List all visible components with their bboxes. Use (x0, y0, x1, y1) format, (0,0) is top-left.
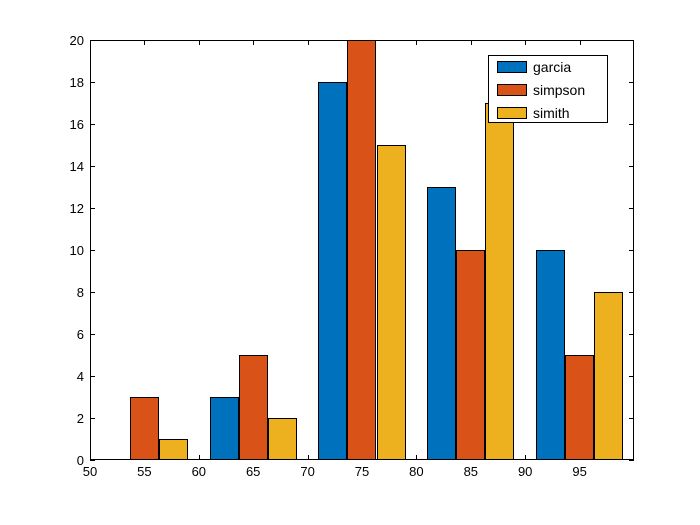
y-tick (90, 418, 95, 419)
y-tick (90, 292, 95, 293)
x-tick (199, 40, 200, 45)
x-tick (308, 455, 309, 460)
x-tick-label: 55 (129, 464, 159, 479)
bar (268, 418, 297, 460)
bar (210, 397, 239, 460)
y-tick-label: 2 (77, 411, 84, 426)
x-tick (416, 40, 417, 45)
y-tick (90, 208, 95, 209)
bar (159, 439, 188, 460)
y-tick (629, 82, 634, 83)
y-tick (90, 250, 95, 251)
y-tick (90, 82, 95, 83)
bar (427, 187, 456, 460)
bar (565, 355, 594, 460)
bar (456, 250, 485, 460)
y-tick (629, 292, 634, 293)
x-tick (525, 40, 526, 45)
y-tick-label: 20 (70, 33, 84, 48)
chart-container: 5055606570758085909502468101214161820gar… (0, 0, 700, 525)
y-tick-label: 14 (70, 159, 84, 174)
legend-item: simpson (497, 84, 585, 96)
bar (536, 250, 565, 460)
x-tick-label: 70 (293, 464, 323, 479)
y-tick-label: 10 (70, 243, 84, 258)
legend-item: garcia (497, 61, 571, 73)
x-tick-label: 75 (347, 464, 377, 479)
y-tick-label: 8 (77, 285, 84, 300)
bar (347, 40, 376, 460)
y-tick (90, 166, 95, 167)
x-tick (253, 40, 254, 45)
bar (485, 103, 514, 460)
legend: garcia simpson simith (488, 55, 608, 123)
bar (594, 292, 623, 460)
legend-swatch (497, 107, 527, 119)
y-tick (90, 40, 95, 41)
y-tick (629, 376, 634, 377)
legend-swatch (497, 61, 527, 73)
y-tick-label: 6 (77, 327, 84, 342)
y-tick-label: 12 (70, 201, 84, 216)
x-tick (416, 455, 417, 460)
y-tick (90, 334, 95, 335)
y-tick (629, 166, 634, 167)
bar (130, 397, 159, 460)
legend-swatch (497, 84, 527, 96)
y-tick (629, 334, 634, 335)
bar (239, 355, 268, 460)
y-tick (629, 124, 634, 125)
x-tick (308, 40, 309, 45)
x-tick-label: 65 (238, 464, 268, 479)
x-tick (144, 40, 145, 45)
x-tick-label: 95 (565, 464, 595, 479)
x-tick (580, 40, 581, 45)
legend-label: simpson (527, 84, 585, 96)
y-tick (629, 208, 634, 209)
x-tick-label: 60 (184, 464, 214, 479)
y-tick (629, 40, 634, 41)
legend-label: simith (527, 107, 570, 119)
y-tick (90, 124, 95, 125)
legend-label: garcia (527, 61, 571, 73)
y-tick-label: 0 (77, 453, 84, 468)
y-tick-label: 16 (70, 117, 84, 132)
x-tick (199, 455, 200, 460)
legend-item: simith (497, 107, 570, 119)
x-tick-label: 85 (456, 464, 486, 479)
y-tick (629, 460, 634, 461)
bar (318, 82, 347, 460)
y-tick-label: 18 (70, 75, 84, 90)
bar (377, 145, 406, 460)
y-tick (629, 250, 634, 251)
x-tick (471, 40, 472, 45)
x-tick (525, 455, 526, 460)
y-tick (90, 460, 95, 461)
y-tick (629, 418, 634, 419)
x-tick-label: 90 (510, 464, 540, 479)
y-tick (90, 376, 95, 377)
y-tick-label: 4 (77, 369, 84, 384)
x-tick-label: 80 (401, 464, 431, 479)
